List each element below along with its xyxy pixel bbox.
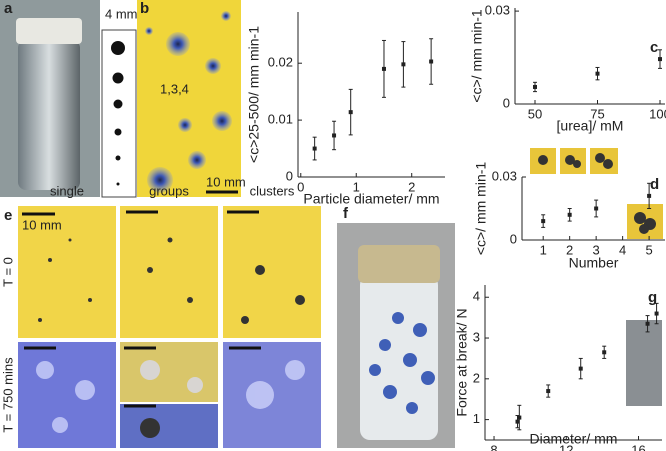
y-tick-label: 1	[473, 411, 480, 426]
x-axis-label: [urea]/ mM	[557, 118, 624, 134]
point	[429, 59, 434, 64]
y-tick-label: 0.03	[492, 168, 517, 183]
insets-d	[530, 148, 663, 239]
scale-label: 10 mm	[22, 217, 62, 232]
x-tick-label: 50	[528, 106, 542, 121]
point	[381, 66, 386, 71]
jar-lid	[358, 245, 440, 283]
point	[515, 419, 520, 424]
y-axis-label: <c>/ mm min-1	[473, 162, 489, 256]
x-tick-label: 2	[408, 179, 415, 194]
inset-g	[626, 320, 662, 406]
y-axis-label: <c>/ mm min-1	[469, 9, 485, 103]
x-tick-label: 8	[490, 442, 497, 451]
panel-label: d	[650, 176, 659, 193]
panel-label: f	[343, 205, 349, 222]
y-axis-label: <c>25-500/ mm min-1	[246, 26, 262, 163]
point	[546, 389, 551, 394]
y-tick-label: 0	[503, 95, 510, 110]
point	[645, 321, 650, 326]
panel-label: c	[650, 39, 658, 56]
point	[348, 110, 353, 115]
x-tick-label: 5	[645, 242, 652, 257]
point	[312, 146, 317, 151]
y-tick-label: 0.03	[485, 3, 510, 18]
column-label: groups	[149, 183, 189, 198]
point	[567, 212, 572, 217]
column-label: single	[50, 183, 84, 198]
point	[541, 219, 546, 224]
point	[401, 62, 406, 67]
blue-spots	[145, 11, 232, 193]
photo-b	[137, 0, 241, 197]
y-tick-label: 2	[473, 370, 480, 385]
point	[517, 415, 522, 420]
y-tick-label: 0	[510, 231, 517, 246]
x-tick-label: 3	[593, 242, 600, 257]
point	[578, 366, 583, 371]
row-label: T = 0	[0, 257, 15, 287]
point	[332, 133, 337, 138]
point	[595, 71, 600, 76]
panel-label: a	[4, 0, 13, 17]
size-dots	[111, 41, 125, 186]
point	[647, 193, 652, 198]
x-tick-label: 100	[649, 106, 666, 121]
annotation: 1,3,4	[160, 81, 189, 96]
jar-spots	[369, 312, 435, 414]
column-label: clusters	[250, 183, 295, 198]
x-tick-label: 12	[559, 442, 573, 451]
point	[594, 206, 599, 211]
x-tick-label: 1	[540, 242, 547, 257]
x-tick-label: 4	[619, 242, 626, 257]
scale-label: 10 mm	[206, 174, 246, 189]
y-axis-label: Force at break/ N	[454, 308, 470, 416]
x-tick-label: 2	[566, 242, 573, 257]
point	[602, 350, 607, 355]
y-tick-label: 3	[473, 329, 480, 344]
panel-label: g	[648, 289, 657, 306]
row-label: T = 750 mins	[0, 357, 15, 433]
vial-cap	[16, 18, 82, 44]
photo-grid	[18, 206, 321, 448]
point	[654, 311, 659, 316]
x-axis-label: Particle diameter/ mm	[303, 191, 439, 207]
jar	[360, 275, 438, 440]
point	[658, 57, 662, 62]
y-tick-label: 0.01	[268, 112, 293, 127]
size-scale: 4 mm	[105, 6, 138, 21]
x-axis-label: Number	[569, 255, 619, 271]
point	[533, 84, 537, 89]
x-tick-label: 75	[590, 106, 604, 121]
x-tick-label: 0	[297, 179, 304, 194]
x-tick-label: 16	[631, 442, 645, 451]
size-strip	[101, 29, 137, 198]
y-tick-label: 4	[473, 289, 480, 304]
panel-label: e	[4, 207, 12, 224]
y-tick-label: 0.02	[268, 55, 293, 70]
x-axis-label: Diameter/ mm	[530, 431, 618, 447]
x-tick-label: 1	[353, 179, 360, 194]
vial	[18, 40, 80, 190]
panel-label: b	[140, 0, 149, 17]
y-tick-label: 0	[286, 168, 293, 183]
